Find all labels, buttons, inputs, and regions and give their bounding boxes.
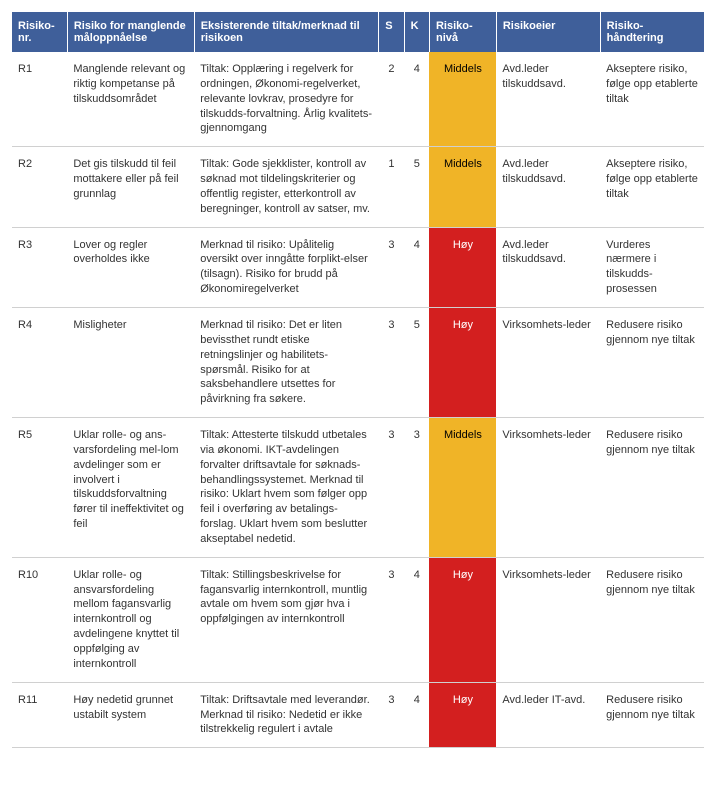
cell-k: 4 [404, 557, 429, 682]
cell-risk: Uklar rolle- og ans-varsfordeling mel-lo… [67, 418, 194, 558]
cell-risk: Uklar rolle- og ansvarsfordeling mellom … [67, 557, 194, 682]
cell-risk: Lover og regler overholdes ikke [67, 227, 194, 307]
table-row: R10Uklar rolle- og ansvarsfordeling mell… [12, 557, 704, 682]
header-risk: Risiko for manglende måloppnåelse [67, 12, 194, 52]
cell-s: 2 [379, 52, 404, 147]
table-row: R4MisligheterMerknad til risiko: Det er … [12, 307, 704, 417]
cell-k: 4 [404, 227, 429, 307]
cell-tiltak: Tiltak: Gode sjekklister, kontroll av sø… [194, 147, 379, 227]
cell-s: 3 [379, 307, 404, 417]
header-eier: Risikoeier [496, 12, 600, 52]
header-k: K [404, 12, 429, 52]
risk-table: Risiko- nr. Risiko for manglende måloppn… [12, 12, 704, 748]
table-body: R1Manglende relevant og riktig kompetans… [12, 52, 704, 748]
header-nr: Risiko- nr. [12, 12, 67, 52]
table-row: R5Uklar rolle- og ans-varsfordeling mel-… [12, 418, 704, 558]
cell-eier: Avd.leder tilskuddsavd. [496, 52, 600, 147]
cell-s: 3 [379, 682, 404, 748]
cell-k: 5 [404, 147, 429, 227]
header-tiltak: Eksisterende tiltak/merknad til risikoen [194, 12, 379, 52]
cell-tiltak: Merknad til risiko: Upålitelig oversikt … [194, 227, 379, 307]
cell-hand: Akseptere risiko, følge opp etablerte ti… [600, 52, 704, 147]
cell-niva: Middels [429, 418, 496, 558]
cell-hand: Redusere risiko gjennom nye tiltak [600, 418, 704, 558]
header-s: S [379, 12, 404, 52]
cell-s: 3 [379, 557, 404, 682]
cell-risk: Misligheter [67, 307, 194, 417]
cell-niva: Høy [429, 307, 496, 417]
cell-eier: Avd.leder tilskuddsavd. [496, 147, 600, 227]
cell-niva: Høy [429, 557, 496, 682]
cell-eier: Avd.leder tilskuddsavd. [496, 227, 600, 307]
cell-hand: Redusere risiko gjennom nye tiltak [600, 557, 704, 682]
cell-tiltak: Tiltak: Opplæring i regelverk for ordnin… [194, 52, 379, 147]
table-row: R3Lover og regler overholdes ikkeMerknad… [12, 227, 704, 307]
cell-niva: Middels [429, 52, 496, 147]
cell-hand: Redusere risiko gjennom nye tiltak [600, 682, 704, 748]
cell-hand: Vurderes nærmere i tilskudds-prosessen [600, 227, 704, 307]
cell-k: 5 [404, 307, 429, 417]
cell-nr: R4 [12, 307, 67, 417]
cell-nr: R1 [12, 52, 67, 147]
cell-nr: R10 [12, 557, 67, 682]
cell-nr: R5 [12, 418, 67, 558]
cell-nr: R3 [12, 227, 67, 307]
cell-tiltak: Merknad til risiko: Det er liten bevisst… [194, 307, 379, 417]
table-row: R11Høy nedetid grunnet ustabilt systemTi… [12, 682, 704, 748]
cell-eier: Virksomhets-leder [496, 418, 600, 558]
cell-k: 4 [404, 52, 429, 147]
cell-nr: R11 [12, 682, 67, 748]
cell-eier: Virksomhets-leder [496, 557, 600, 682]
cell-tiltak: Tiltak: Stillingsbeskrivelse for fagansv… [194, 557, 379, 682]
cell-risk: Høy nedetid grunnet ustabilt system [67, 682, 194, 748]
table-row: R1Manglende relevant og riktig kompetans… [12, 52, 704, 147]
cell-tiltak: Tiltak: Attesterte tilskudd utbetales vi… [194, 418, 379, 558]
cell-s: 1 [379, 147, 404, 227]
table-row: R2Det gis tilskudd til feil mottakere el… [12, 147, 704, 227]
cell-eier: Avd.leder IT-avd. [496, 682, 600, 748]
cell-hand: Akseptere risiko, følge opp etablerte ti… [600, 147, 704, 227]
cell-risk: Manglende relevant og riktig kompetanse … [67, 52, 194, 147]
header-hand: Risiko- håndtering [600, 12, 704, 52]
cell-hand: Redusere risiko gjennom nye tiltak [600, 307, 704, 417]
cell-tiltak: Tiltak: Driftsavtale med leverandør. Mer… [194, 682, 379, 748]
cell-niva: Høy [429, 227, 496, 307]
cell-s: 3 [379, 227, 404, 307]
header-niva: Risiko- nivå [429, 12, 496, 52]
cell-k: 3 [404, 418, 429, 558]
cell-eier: Virksomhets-leder [496, 307, 600, 417]
cell-risk: Det gis tilskudd til feil mottakere elle… [67, 147, 194, 227]
cell-s: 3 [379, 418, 404, 558]
cell-niva: Middels [429, 147, 496, 227]
cell-k: 4 [404, 682, 429, 748]
cell-nr: R2 [12, 147, 67, 227]
table-header: Risiko- nr. Risiko for manglende måloppn… [12, 12, 704, 52]
cell-niva: Høy [429, 682, 496, 748]
